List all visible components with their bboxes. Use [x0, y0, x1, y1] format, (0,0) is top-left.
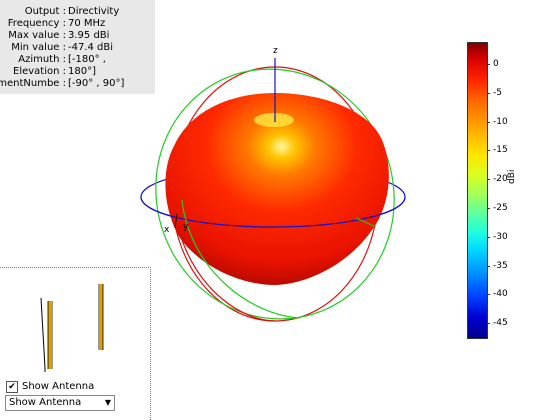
x-axis-label: x — [164, 225, 170, 235]
antenna-display-dropdown[interactable]: Show Antenna ▼ — [5, 395, 115, 411]
y-axis-line — [355, 217, 377, 228]
colorbar-tick-mark — [487, 121, 490, 123]
info-row-min-value: Min value : -47.4 dBi — [0, 42, 155, 54]
colorbar-tick-label: -10 — [493, 116, 508, 127]
colorbar-tick-label: -25 — [493, 203, 508, 213]
colorbar-tick-label: -40 — [493, 289, 508, 300]
colorbar-tick-label: -15 — [493, 145, 508, 156]
pattern-null-dip — [254, 113, 294, 127]
colorbar-tick-mark — [487, 265, 490, 267]
frequency-key: Frequency : — [7, 18, 66, 29]
colorbar-tick-mark — [487, 294, 490, 296]
azimuth-key: Azimuth : — [18, 54, 66, 65]
colorbar-unit-label: dBi — [507, 169, 517, 184]
colorbar-tick-mark — [487, 150, 490, 152]
show-antenna-label: Show Antenna — [22, 381, 95, 392]
info-row-max-value: Max value : 3.95 dBi — [0, 30, 155, 42]
colorbar-tick-mark — [487, 208, 490, 209]
colorbar-tick-label: -45 — [493, 318, 508, 329]
info-row-element-number: ElementNumbe : [-90° , 90°] — [0, 78, 155, 90]
info-panel: Output : Directivity Frequency : 70 MHz … — [0, 0, 155, 94]
colorbar-tick-mark — [487, 64, 490, 65]
max-value-key: Max value : — [8, 30, 66, 41]
elevation-key: Elevation : — [13, 66, 66, 77]
elevation-circle-front — [181, 239, 276, 322]
colorbar-tick-mark — [487, 179, 490, 181]
info-row-frequency: Frequency : 70 MHz — [0, 18, 155, 30]
min-value-value: -47.4 dBi — [68, 42, 114, 53]
y-axis-label: y — [183, 222, 189, 232]
output-key: Output : — [24, 6, 66, 17]
antenna-element-left — [48, 301, 51, 369]
antenna-element-right — [100, 284, 103, 350]
max-value-value: 3.95 dBi — [68, 30, 110, 41]
antenna-preview — [40, 284, 104, 372]
info-row-azimuth: Azimuth : [-180° , — [0, 54, 155, 66]
antenna-preview-panel — [0, 267, 151, 420]
azimuth-value: [-180° , — [68, 54, 106, 65]
colorbar-tick-mark — [487, 323, 490, 325]
chevron-down-icon: ▼ — [104, 398, 111, 407]
colorbar-tick-label: -35 — [493, 260, 508, 271]
dropdown-value: Show Antenna — [9, 397, 82, 408]
colorbar-tick-mark — [487, 236, 490, 238]
info-row-output: Output : Directivity — [0, 6, 155, 18]
colorbar-tick-mark — [487, 92, 490, 94]
azimuth-circle-front — [140, 196, 406, 228]
colorbar-tick-label: -30 — [493, 231, 508, 242]
colorbar-tick-label: 0 — [493, 59, 499, 69]
xz-circle-front — [181, 199, 301, 319]
pattern-lobe — [165, 93, 389, 285]
show-antenna-checkbox[interactable]: ✔ — [6, 381, 18, 393]
element-number-key: ElementNumbe : — [0, 78, 66, 89]
frequency-value: 70 MHz — [68, 18, 106, 29]
z-axis-label: z — [273, 46, 278, 56]
colorbar-tick-label: -5 — [493, 87, 502, 98]
x-axis-line — [174, 213, 178, 229]
colorbar-tick-label: -20 — [493, 174, 508, 185]
element-number-value: [-90° , 90°] — [68, 78, 125, 89]
colorbar — [467, 42, 488, 339]
output-value: Directivity — [68, 6, 120, 17]
min-value-key: Min value : — [11, 42, 66, 53]
info-row-elevation: Elevation : 180°] — [0, 66, 155, 78]
elevation-value: 180°] — [68, 66, 96, 77]
